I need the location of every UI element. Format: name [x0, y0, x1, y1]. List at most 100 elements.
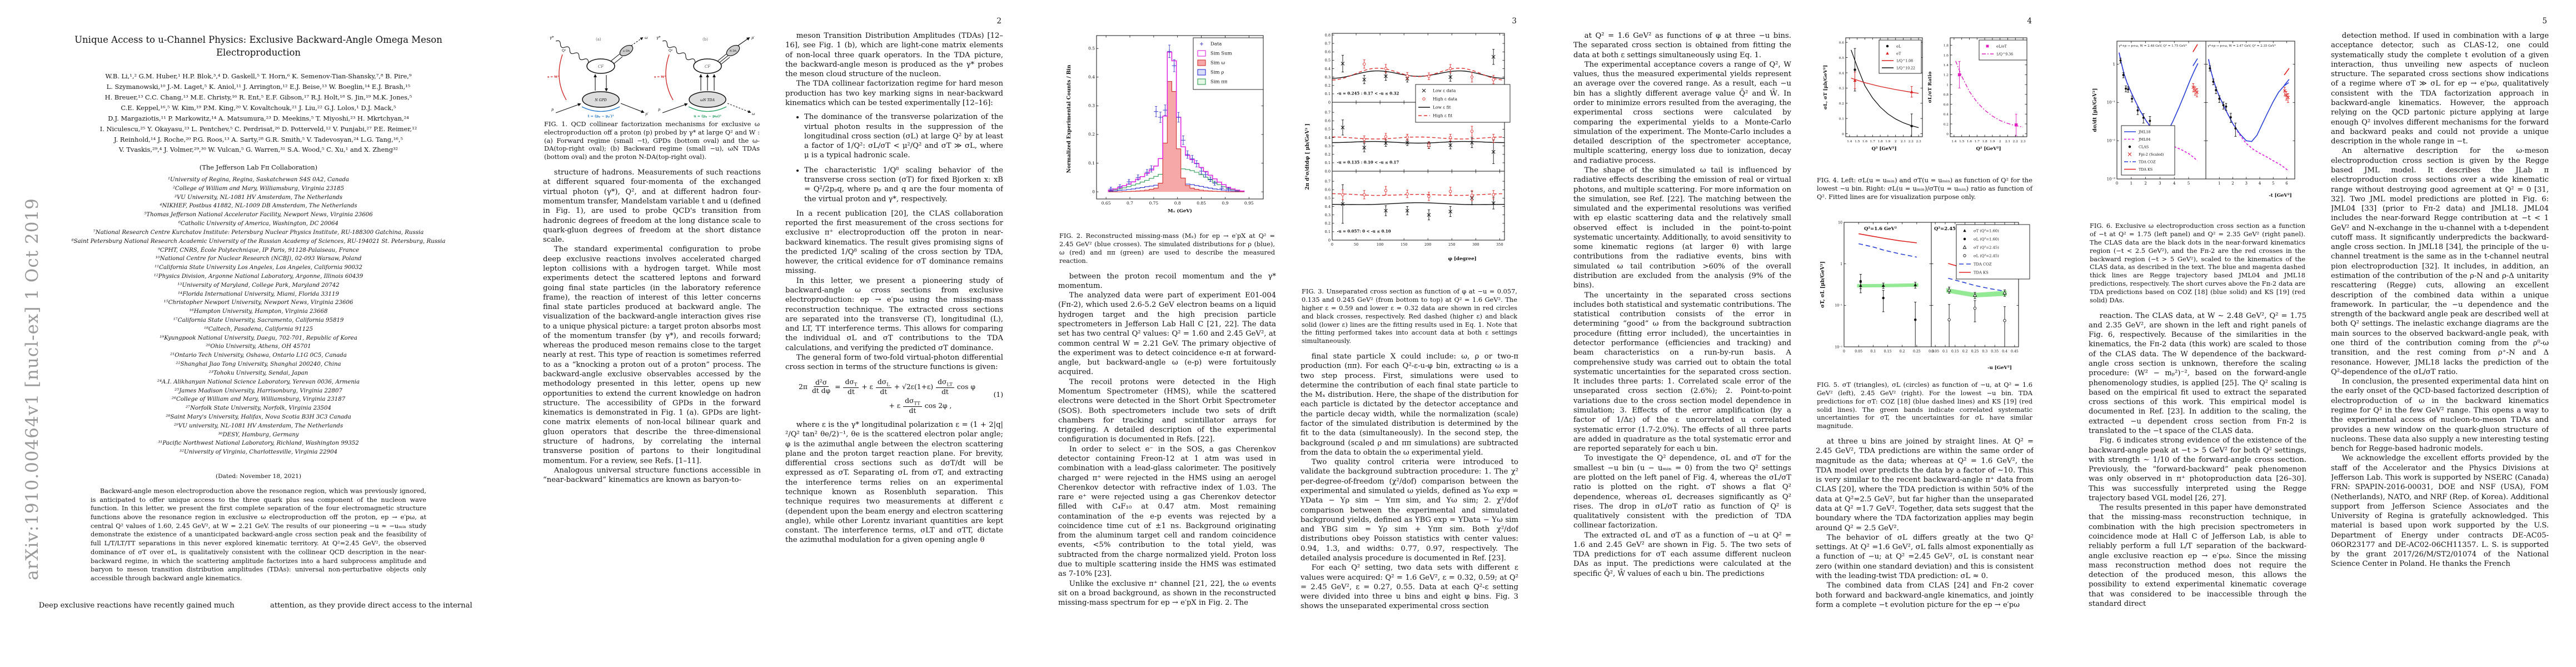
equation-number: (1)	[993, 391, 1003, 399]
figure-2-caption: FIG. 2. Reconstructed missing-mass (Mₓ) …	[1059, 232, 1275, 265]
svg-text:0.8: 0.8	[1174, 201, 1181, 206]
paragraph: The extracted σL and σT as a function of…	[1573, 531, 1791, 578]
svg-text:1/Q^10.22: 1/Q^10.22	[1896, 67, 1915, 71]
affiliation: ²⁹VU university, NL-1081 HV Amsterdam, T…	[173, 422, 343, 429]
figure-5-caption: FIG. 5. σT (triangles), σL (circles) as …	[1817, 381, 2032, 430]
figure-3: 0 0.1 0.2 0.3 0.4 0.5 0.6 0.7 0.8 -u = 0.245 : 0.…	[1301, 31, 1518, 285]
svg-text:σT (Q²=2.45): σT (Q²=2.45)	[1974, 245, 1999, 250]
paragraph: In a recent publication [20], the CLAS c…	[785, 209, 1003, 276]
affiliation: ²³Tohoku University, Sendai, Japan	[208, 370, 308, 376]
paragraph: structure of hadrons. Measurements of su…	[543, 168, 761, 245]
svg-text:1.8: 1.8	[1944, 44, 1949, 48]
panel-b-tag: (b)	[702, 37, 708, 42]
svg-text:0: 0	[1092, 189, 1095, 194]
svg-text:σL: σL	[1896, 45, 1901, 49]
affiliation: ¹⁸Caltech, Pasadena, California 91125	[203, 326, 313, 332]
t-label: t = (pₚ − pₚ′)²	[588, 115, 614, 118]
paragraph: The behavior of σL differs greatly at th…	[1816, 533, 2034, 580]
paragraph: Unlike the exclusive π⁺ channel [21, 22]…	[1058, 579, 1276, 608]
svg-text:350: 350	[1496, 242, 1503, 247]
svg-text:0.3: 0.3	[1325, 75, 1331, 79]
figure-1: γ* Q² (a) s = W² CF ω DA ω N GP	[543, 33, 761, 118]
paragraph: The general form of two-fold virtual-pho…	[785, 354, 1003, 372]
paragraph: between the proton recoil momentum and t…	[1058, 272, 1276, 290]
svg-text:Sim ππ: Sim ππ	[1210, 79, 1228, 85]
figure-2-plot: 0.65 0.7 0.75 0.8 0.85 0.9 0.95 0 0.1 0.2 0.3 0.4 0.…	[1067, 35, 1264, 214]
svg-text:0.2: 0.2	[1325, 152, 1331, 157]
svg-text:0.3: 0.3	[1839, 87, 1845, 91]
affiliation: ²²Shanghai Jiao Tong University, Shangha…	[176, 361, 341, 368]
svg-text:2: 2	[2144, 181, 2146, 186]
svg-text:σL, σT [μb/GeV²]: σL, σT [μb/GeV²]	[1823, 65, 1828, 109]
paragraph: reaction. The CLAS data, at W ∼ 2.48 GeV…	[2089, 311, 2306, 435]
svg-text:TDA COZ: TDA COZ	[2139, 160, 2156, 165]
figure-6-plot: 0 1 2 3 4 5 10⁻³ 10⁻² 10⁻¹ 1 γ*+p → p+ω, W = 2.48 …	[2092, 41, 2295, 198]
affiliation: ²⁷Norfolk State University, Norfolk, Vir…	[185, 405, 332, 412]
svg-text:0.25: 0.25	[1971, 350, 1979, 354]
svg-text:Mₓ (GeV): Mₓ (GeV)	[1168, 208, 1192, 214]
svg-text:0.9: 0.9	[1222, 201, 1228, 206]
svg-text:0.7: 0.7	[1127, 201, 1133, 206]
affiliation: ¹³University of Maryland, College Park, …	[177, 282, 340, 288]
svg-text:-u = 0.245 : 0.17 < -u ≤ 0.32: -u = 0.245 : 0.17 < -u ≤ 0.32	[1337, 91, 1399, 96]
page2-col2-text-b: In a recent publication [20], the CLAS c…	[785, 209, 1003, 372]
svg-text:10⁻¹: 10⁻¹	[1835, 303, 1842, 307]
paragraph: In order to select e⁻ in the SOS, a gas …	[1058, 445, 1276, 579]
svg-text:Data: Data	[1210, 42, 1222, 47]
page2-col2-text-c: where ε is the γ* longitudinal polarizat…	[785, 420, 1003, 545]
figure-1a-diagram: γ* Q² (a) s = W² CF ω DA ω N GP	[547, 36, 649, 118]
svg-text:3: 3	[2159, 181, 2161, 186]
svg-text:1/Q^1.08: 1/Q^1.08	[1896, 59, 1913, 63]
paragraph: The recoil protons were detected in the …	[1058, 377, 1276, 444]
affiliation: ²¹Ontario Tech University, Oshawa, Ontar…	[170, 352, 347, 359]
svg-text:0.2: 0.2	[1944, 123, 1949, 126]
author-line: L. Szymanowski,¹⁰ J.-M. Laget,⁵ K. Aniol…	[106, 82, 411, 91]
svg-text:0.3: 0.3	[1982, 350, 1987, 354]
intro-right: attention, as they provide direct access…	[270, 601, 472, 610]
svg-text:0.4: 0.4	[1325, 136, 1331, 140]
top-oval-label: N DA	[730, 49, 737, 53]
svg-text:0: 0	[1946, 133, 1949, 136]
svg-text:3: 3	[2245, 181, 2247, 186]
page4-column-2: 1.4 1.5 1.6 1.7 1.8 1.9 2 2.1 2.2 2.3 0 0.1 0.2 0.3 0.…	[1816, 31, 2034, 664]
figure-4: 1.4 1.5 1.6 1.7 1.8 1.9 2 2.1 2.2 2.3 0 0.1 0.2 0.3 0.…	[1816, 31, 2034, 174]
gamma-label: γ*	[656, 36, 661, 40]
svg-text:5: 5	[2272, 181, 2274, 186]
svg-text:0.4: 0.4	[1088, 74, 1095, 79]
svg-text:Q²=2.45 GeV²: Q²=2.45 GeV²	[1934, 226, 1970, 232]
figure-6: 0 1 2 3 4 5 10⁻³ 10⁻² 10⁻¹ 1 γ*+p → p+ω, W = 2.48 …	[2089, 31, 2306, 220]
page5-col2-text: detection method. If used in combination…	[2331, 31, 2549, 569]
paragraph: The results presented in this paper have…	[2089, 504, 2306, 608]
author-line: J. Reinhold,¹⁴ J. Roche,²⁰ P.G. Roos,¹³ …	[113, 135, 403, 143]
svg-text:2: 2	[1895, 140, 1897, 143]
svg-text:0.6: 0.6	[1325, 50, 1331, 54]
svg-text:0.1: 0.1	[1325, 230, 1331, 234]
svg-text:10⁻²: 10⁻²	[1835, 345, 1842, 349]
svg-text:1.4: 1.4	[1847, 140, 1852, 143]
svg-text:0.7: 0.7	[1325, 110, 1331, 115]
svg-text:0.95: 0.95	[1244, 201, 1254, 206]
svg-text:1.6: 1.6	[1862, 140, 1868, 143]
paragraph: detection method. If used in combination…	[2331, 32, 2549, 146]
page2-col1-text: structure of hadrons. Measurements of su…	[543, 168, 761, 485]
affiliation: ¹⁰National Centre for Nuclear Research (…	[155, 256, 362, 262]
svg-text:0.8: 0.8	[1325, 33, 1331, 37]
gamma-label: γ*	[550, 36, 554, 40]
affiliation: ³¹Pacific Northwest National Laboratory,…	[158, 440, 359, 447]
svg-text:Low ε data: Low ε data	[1433, 88, 1456, 93]
page3-column-2: 0 0.1 0.2 0.3 0.4 0.5 0.6 0.7 0.8 -u = 0.245 : 0.…	[1301, 31, 1518, 664]
svg-text:CLAS: CLAS	[2139, 145, 2149, 150]
svg-text:1.4: 1.4	[1944, 64, 1949, 67]
affiliation: ¹⁵Christopher Newport University, Newpor…	[163, 300, 353, 306]
svg-text:0: 0	[1843, 350, 1845, 354]
affiliation: ⁷National Research Centre Kurchatov Inst…	[93, 229, 424, 236]
affiliation: ³⁰DESY, Hamburg, Germany	[218, 431, 299, 438]
svg-text:-u = 0.057: 0 < -u ≤ 0.10: -u = 0.057: 0 < -u ≤ 0.10	[1337, 228, 1391, 233]
q2-label: Q²	[562, 49, 566, 53]
affiliation: ²⁶College of William and Mary, Williamsb…	[171, 396, 346, 403]
affiliation: ⁴NIKHEF, Postbus 41882, NL-1009 DB Amste…	[160, 203, 357, 210]
bullet-item: The characteristic 1/Q⁸ scaling behavior…	[804, 166, 1003, 204]
svg-text:0.1: 0.1	[1325, 92, 1331, 96]
svg-text:0.3: 0.3	[1325, 213, 1331, 217]
svg-text:1.5: 1.5	[1855, 140, 1860, 143]
